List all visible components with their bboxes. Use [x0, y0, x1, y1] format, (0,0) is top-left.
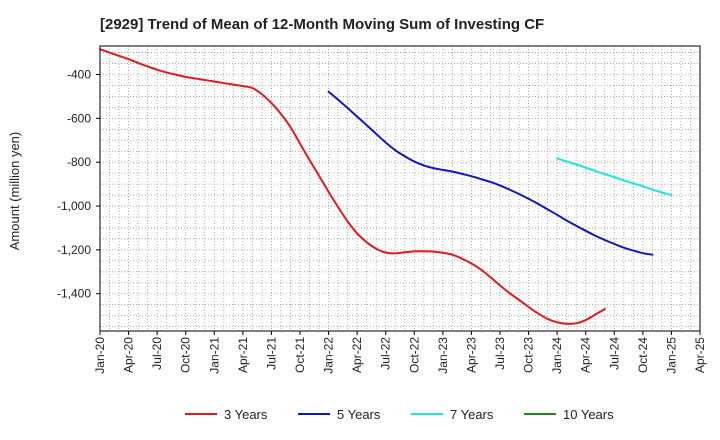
- y-axis-label: Amount (million yen): [7, 132, 22, 251]
- plot-frame: [99, 45, 701, 332]
- x-tick-label: Jan-23: [436, 337, 450, 374]
- x-tick-label: Apr-22: [350, 337, 364, 373]
- x-tick-label: Apr-20: [122, 337, 136, 373]
- x-tick-label: Oct-21: [293, 337, 307, 373]
- x-tick-label: Jul-21: [264, 337, 278, 370]
- x-tick-label: Apr-23: [464, 337, 478, 373]
- y-tick-label: -1,400: [57, 287, 91, 301]
- chart-title: [2929] Trend of Mean of 12-Month Moving …: [100, 16, 544, 33]
- y-tick-label: -800: [67, 155, 91, 169]
- x-tick-label: Jan-24: [550, 337, 564, 374]
- x-tick-label: Oct-24: [636, 337, 650, 373]
- x-tick-label: Apr-21: [236, 337, 250, 373]
- y-tick-label: -600: [67, 111, 91, 125]
- grid: [100, 46, 700, 331]
- x-tick-label: Jul-22: [379, 337, 393, 370]
- series-line-3-years: [99, 48, 606, 325]
- x-tick-label: Jul-24: [607, 337, 621, 370]
- x-tick-label: Oct-20: [179, 337, 193, 373]
- y-tick-label: -1,000: [57, 199, 91, 213]
- x-axis-ticks: Jan-20 Apr-20 Jul-20 Oct-20 Jan-21 Apr-21 Jul-…: [93, 331, 707, 374]
- legend-label-3-years: 3 Years: [224, 407, 268, 422]
- x-tick-label: Apr-24: [579, 337, 593, 373]
- series-lines: [99, 48, 673, 325]
- series-line-7-years: [556, 157, 673, 197]
- series-line-5-years: [327, 90, 654, 256]
- y-tick-label: -1,200: [57, 243, 91, 257]
- x-tick-label: Jan-20: [93, 337, 107, 374]
- y-tick-label: -400: [67, 68, 91, 82]
- x-tick-label: Jan-21: [207, 337, 221, 374]
- x-tick-label: Jul-20: [150, 337, 164, 370]
- x-tick-label: Oct-23: [522, 337, 536, 373]
- x-tick-label: Oct-22: [407, 337, 421, 373]
- x-tick-label: Jan-22: [322, 337, 336, 374]
- y-axis-ticks: -400 -600 -800 -1,000 -1,200 -1,400: [57, 68, 100, 301]
- legend-label-10-years: 10 Years: [563, 407, 614, 422]
- legend-label-7-years: 7 Years: [450, 407, 494, 422]
- legend-label-5-years: 5 Years: [337, 407, 381, 422]
- x-tick-label: Apr-25: [693, 337, 707, 373]
- x-tick-label: Jul-23: [493, 337, 507, 370]
- legend: 3 Years 5 Years 7 Years 10 Years: [185, 407, 614, 422]
- x-tick-label: Jan-25: [664, 337, 678, 374]
